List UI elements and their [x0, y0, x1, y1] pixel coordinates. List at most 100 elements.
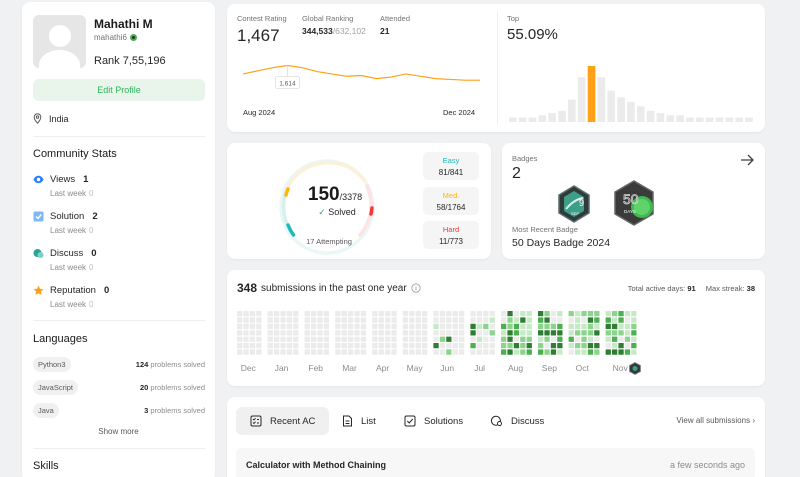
problem-title[interactable]: Calculator with Method Chaining	[246, 460, 386, 470]
difficulty-hard[interactable]: Hard 11/773	[423, 221, 479, 249]
heatmap-cell	[378, 349, 384, 355]
heatmap-cell	[575, 336, 581, 342]
distribution-bar	[735, 117, 743, 122]
heatmap-cell	[280, 323, 286, 330]
recent-submission-row[interactable]: Calculator with Method Chaining a few se…	[236, 448, 755, 477]
heatmap-cell	[557, 343, 563, 349]
language-tag[interactable]: JavaScript	[33, 380, 79, 395]
heatmap-cell	[402, 323, 409, 330]
heatmap-cell	[550, 336, 557, 342]
heatmap-cell	[452, 343, 458, 349]
fifty-days-badge-icon[interactable]: 50 DAYS	[613, 180, 655, 226]
chart-end-label: Dec 2024	[443, 108, 476, 117]
language-tag[interactable]: Python3	[33, 357, 71, 372]
heatmap-cell	[470, 311, 476, 317]
rating-line-chart[interactable]: 1,614	[239, 48, 484, 103]
submission-heatmap[interactable]	[237, 307, 757, 361]
heatmap-cell	[385, 336, 391, 342]
heatmap-cell	[249, 336, 256, 342]
solved-label: ✓ Solved	[297, 207, 377, 218]
heatmap-cell	[568, 311, 574, 317]
heatmap-cell	[372, 349, 378, 355]
divider	[33, 320, 205, 321]
heatmap-cell	[354, 323, 360, 330]
difficulty-value: 81/841	[438, 168, 464, 177]
heatmap-cell	[304, 330, 310, 336]
heatmap-cell	[274, 323, 280, 330]
heatmap-cell	[581, 336, 587, 342]
heatmap-cell	[631, 336, 637, 342]
heatmap-cell	[544, 336, 550, 342]
arrow-right-icon[interactable]	[740, 154, 754, 166]
contest-rating-value: 1,467	[237, 26, 280, 45]
tab-list[interactable]: List	[328, 407, 390, 435]
heatmap-badge-marker-icon[interactable]	[629, 362, 641, 375]
info-icon[interactable]	[411, 283, 421, 293]
edit-profile-button[interactable]: Edit Profile	[33, 79, 205, 101]
heatmap-cell	[360, 336, 367, 342]
heatmap-cell	[568, 323, 574, 330]
heatmap-month-label: Feb	[308, 363, 324, 373]
tab-recent-ac[interactable]: Recent AC	[236, 407, 330, 435]
heatmap-cell	[422, 311, 428, 317]
heatmap-cell	[378, 317, 384, 323]
heatmap-cell	[304, 323, 310, 330]
heatmap-cell	[335, 343, 341, 349]
distribution-bar	[509, 117, 517, 122]
heatmap-cell	[267, 323, 273, 330]
heatmap-cell	[459, 349, 465, 355]
tab-solutions[interactable]: Solutions	[390, 407, 477, 435]
heatmap-cell	[446, 349, 452, 355]
heatmap-cell	[557, 311, 563, 317]
show-more-button[interactable]: Show more	[98, 427, 139, 436]
heatmap-cell	[452, 349, 458, 355]
heatmap-cell	[286, 323, 293, 330]
heatmap-cell	[526, 311, 532, 317]
heatmap-cell	[267, 349, 273, 355]
rating-distribution-chart[interactable]	[509, 62, 755, 122]
heatmap-cell	[360, 311, 367, 317]
difficulty-easy[interactable]: Easy 81/841	[423, 152, 479, 180]
september-badge-icon[interactable]: 9 SEP	[557, 185, 591, 223]
heatmap-cell	[624, 349, 631, 355]
distribution-bar	[725, 117, 734, 122]
last-week-label: Last week	[50, 189, 87, 198]
view-all-submissions-link[interactable]: View all submissions ›	[676, 416, 755, 425]
heatmap-cell	[513, 317, 520, 323]
heatmap-cell	[372, 317, 378, 323]
heatmap-cell	[581, 323, 587, 330]
heatmap-cell	[483, 317, 489, 323]
profile-sidebar: Mahathi M mahathi6 Rank 7,55,196 Edit Pr…	[22, 2, 215, 477]
heatmap-cell	[557, 336, 563, 342]
heatmap-cell	[605, 323, 611, 330]
heatmap-cell	[274, 330, 280, 336]
avatar[interactable]	[33, 15, 86, 68]
heatmap-cell	[544, 317, 550, 323]
recent-ac-icon	[250, 415, 262, 427]
stat-label: Views	[50, 174, 76, 185]
heatmap-cell	[280, 317, 286, 323]
language-count-suffix: problems solved	[150, 383, 205, 392]
difficulty-medium[interactable]: Med. 58/1764	[423, 187, 479, 215]
heatmap-cell	[293, 311, 299, 317]
heatmap-cell	[335, 349, 341, 355]
heatmap-cell	[594, 330, 600, 336]
solved-text: Solved	[328, 207, 356, 217]
heatmap-cell	[422, 330, 428, 336]
language-tag[interactable]: Java	[33, 403, 59, 418]
heatmap-cell	[446, 343, 452, 349]
chart-start-label: Aug 2024	[243, 108, 276, 117]
heatmap-cell	[439, 330, 446, 336]
heatmap-cell	[612, 317, 618, 323]
heatmap-cell	[409, 336, 415, 342]
heatmap-cell	[256, 311, 262, 317]
heatmap-cell	[409, 317, 415, 323]
heatmap-cell	[538, 311, 544, 317]
september-badge-month: SEP	[571, 211, 579, 216]
heatmap-cell	[323, 317, 330, 323]
tab-discuss[interactable]: Discuss	[476, 407, 558, 435]
heatmap-cell	[304, 336, 310, 342]
heatmap-cell	[587, 323, 594, 330]
heatmap-cell	[415, 330, 421, 336]
heatmap-cell	[323, 330, 330, 336]
